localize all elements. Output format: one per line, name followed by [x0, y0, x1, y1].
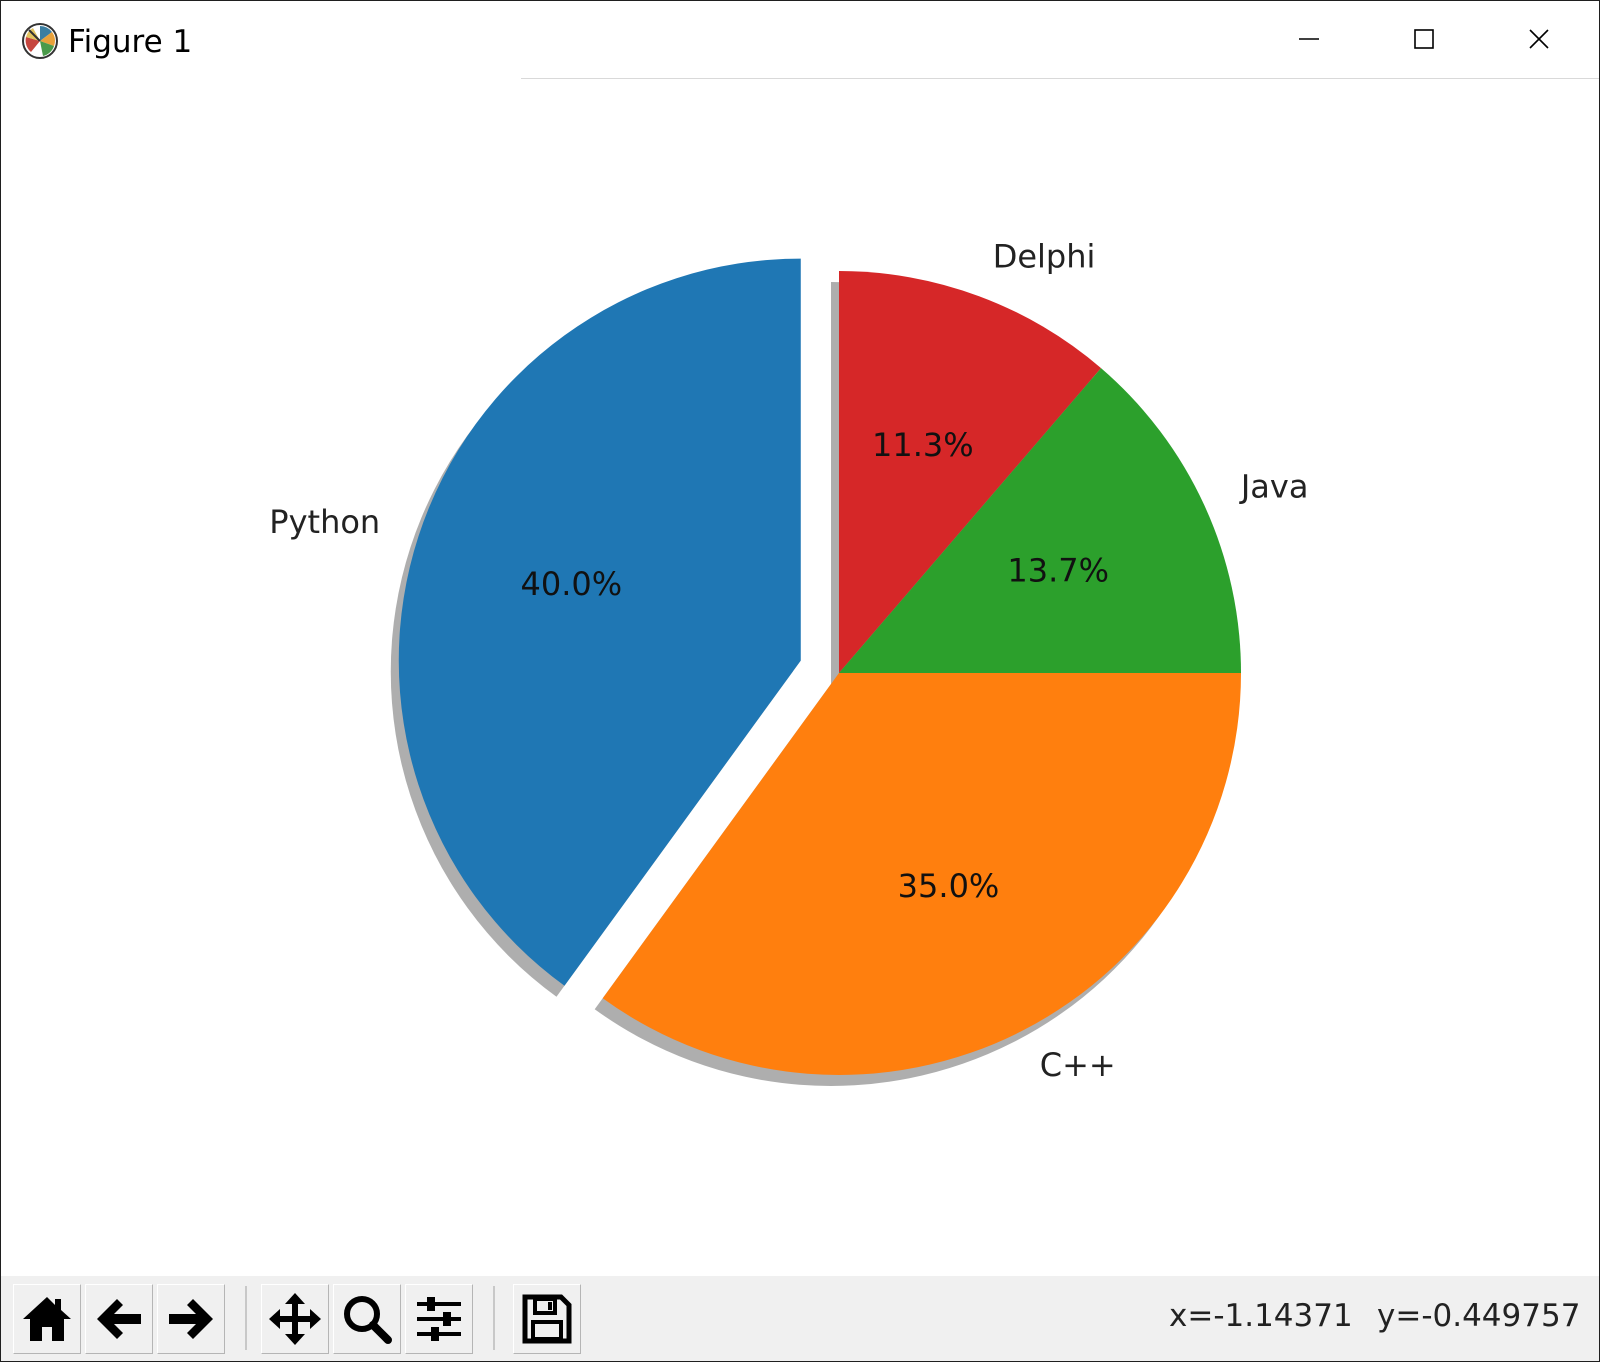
close-icon — [1528, 29, 1549, 49]
toolbar-separator — [245, 1286, 247, 1350]
zoom-button[interactable] — [333, 1284, 401, 1354]
pie-percent-c-: 35.0% — [898, 867, 1000, 905]
pie-percent-java: 13.7% — [1007, 551, 1109, 589]
pie-label-python: Python — [269, 503, 380, 541]
pie-wedge-python — [398, 258, 801, 986]
maximize-icon — [1413, 29, 1434, 49]
pie-label-delphi: Delphi — [993, 237, 1096, 275]
forward-button[interactable] — [157, 1284, 225, 1354]
pie-percent-python: 40.0% — [521, 565, 623, 603]
back-button[interactable] — [85, 1284, 153, 1354]
minimize-button[interactable] — [1251, 1, 1366, 77]
toolbar-separator — [493, 1286, 495, 1350]
maximize-button[interactable] — [1366, 1, 1481, 77]
pie-wedge-delphi — [839, 271, 1102, 673]
pie-label-java: Java — [1239, 467, 1309, 505]
sliders-icon — [417, 1297, 461, 1341]
pie-label-c-: C++ — [1040, 1046, 1116, 1084]
navigation-toolbar: x=-1.14371 y=-0.449757 — [1, 1276, 1599, 1361]
minimize-icon — [1298, 38, 1319, 40]
back-arrow-icon — [97, 1299, 141, 1339]
pan-move-icon — [269, 1293, 321, 1345]
window-title: Figure 1 — [68, 24, 193, 60]
cursor-x-readout: x=-1.14371 — [1169, 1298, 1353, 1334]
cursor-y-readout: y=-0.449757 — [1377, 1298, 1581, 1334]
home-icon — [23, 1297, 71, 1341]
forward-arrow-icon — [169, 1299, 213, 1339]
pan-button[interactable] — [261, 1284, 329, 1354]
pie-chart: Delphi 11.3% Java 13.7% C++ 35.0% Python 40.0% — [269, 237, 1309, 1086]
home-button[interactable] — [13, 1284, 81, 1354]
close-button[interactable] — [1481, 1, 1596, 77]
figure-canvas[interactable]: Delphi 11.3% Java 13.7% C++ 35.0% Python 40.0% — [1, 81, 1599, 1276]
zoom-magnifier-icon — [344, 1296, 392, 1344]
title-separator — [521, 78, 1599, 79]
pie-percent-delphi: 11.3% — [872, 426, 974, 464]
configure-subplots-button[interactable] — [405, 1284, 473, 1354]
floppy-disk-icon — [522, 1294, 572, 1344]
matplotlib-app-icon — [22, 23, 58, 59]
pie-wedge-c- — [602, 673, 1241, 1075]
pie-wedge-java — [839, 368, 1241, 673]
title-bar[interactable]: Figure 1 — [1, 1, 1599, 81]
save-button[interactable] — [513, 1284, 581, 1354]
